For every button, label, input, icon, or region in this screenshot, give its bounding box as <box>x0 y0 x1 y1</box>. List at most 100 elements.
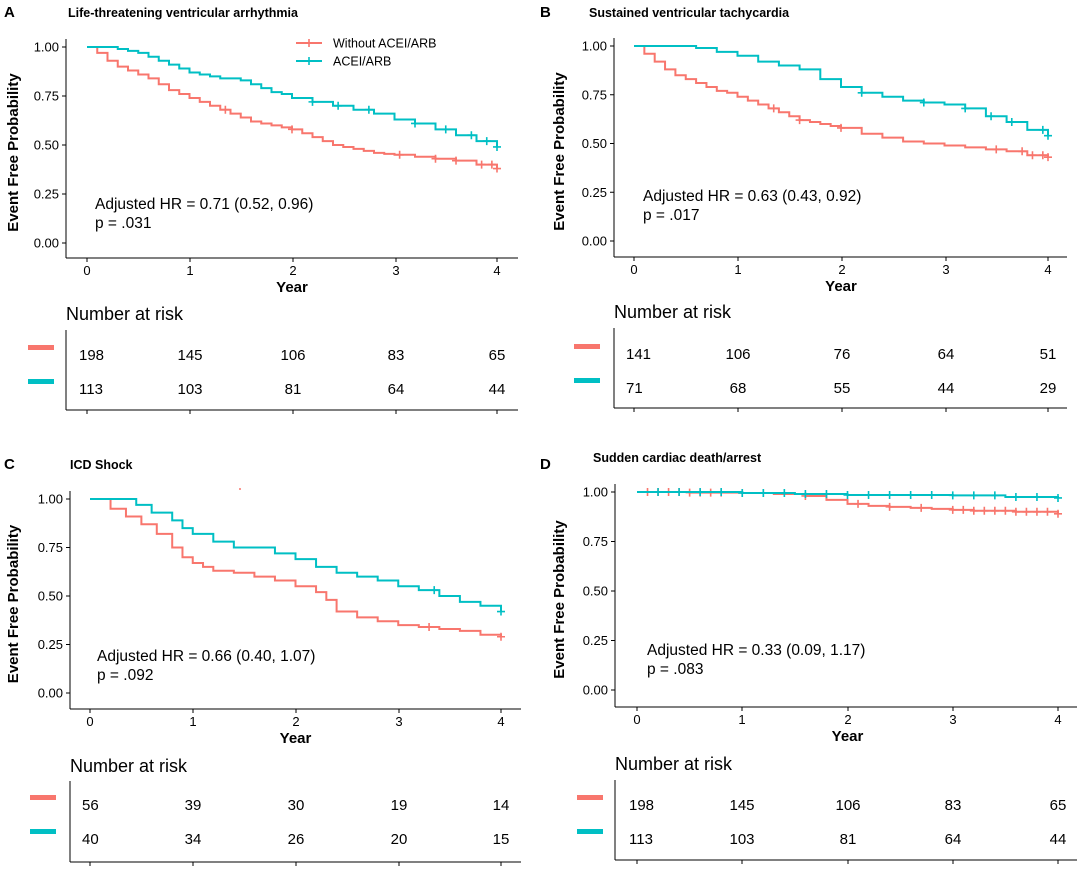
risk-count: 83 <box>945 797 962 814</box>
censor-mark <box>854 499 863 508</box>
y-tick-label: 0.50 <box>38 589 63 604</box>
risk-count: 20 <box>391 831 408 848</box>
y-tick-label: 0.00 <box>583 683 608 698</box>
censor-mark <box>980 506 989 515</box>
censor-mark <box>1022 507 1031 516</box>
risk-table-title: Number at risk <box>615 754 733 774</box>
y-tick-label: 0.50 <box>582 136 607 151</box>
hr-annotation: Adjusted HR = 0.71 (0.52, 0.96) <box>95 196 313 213</box>
y-tick-label: 1.00 <box>34 40 59 55</box>
censor-mark <box>334 101 343 110</box>
km-curve-series-0 <box>90 498 502 637</box>
censor-mark <box>395 150 404 159</box>
censor-mark <box>857 88 866 97</box>
risk-count: 64 <box>938 346 955 363</box>
x-tick-label: 4 <box>1054 712 1061 727</box>
x-tick-label: 0 <box>83 263 90 278</box>
x-tick-label: 3 <box>392 263 399 278</box>
censor-mark <box>364 105 373 114</box>
risk-table-title: Number at risk <box>614 302 732 322</box>
risk-row-swatch <box>577 795 603 800</box>
risk-count: 83 <box>388 347 405 364</box>
risk-count: 106 <box>280 347 305 364</box>
censor-mark <box>717 488 726 496</box>
censor-mark <box>452 156 460 165</box>
risk-count: 15 <box>493 831 510 848</box>
censor-mark <box>759 488 768 497</box>
hr-annotation: Adjusted HR = 0.63 (0.43, 0.92) <box>643 188 861 205</box>
censor-mark <box>969 506 978 515</box>
censor-mark <box>1007 118 1016 127</box>
p-value-annotation: p = .092 <box>97 667 153 684</box>
censor-mark <box>497 632 505 641</box>
risk-count: 40 <box>82 831 99 848</box>
risk-count: 39 <box>185 797 202 814</box>
risk-count: 56 <box>82 797 99 814</box>
x-tick-label: 0 <box>633 712 640 727</box>
censor-mark <box>487 160 496 169</box>
censor-mark <box>1011 492 1020 501</box>
y-tick-label: 0.00 <box>38 686 63 701</box>
panel-a: A Life-threatening ventricular arrhythmia… <box>4 4 518 414</box>
censor-mark <box>919 98 928 107</box>
censor-mark <box>1018 147 1027 156</box>
stray-dot <box>239 488 241 490</box>
censor-mark <box>843 490 852 499</box>
y-tick-label: 0.75 <box>583 534 608 549</box>
censor-mark <box>467 131 476 140</box>
x-axis-label: Year <box>832 728 864 745</box>
risk-row-swatch <box>28 345 54 350</box>
risk-count: 113 <box>629 831 653 848</box>
x-tick-label: 2 <box>844 712 851 727</box>
censor-mark <box>493 164 501 173</box>
censor-mark <box>959 505 968 514</box>
y-tick-label: 1.00 <box>583 485 608 500</box>
y-tick-label: 1.00 <box>38 492 63 507</box>
risk-count: 145 <box>729 797 754 814</box>
panel-title: ICD Shock <box>70 458 133 472</box>
censor-mark <box>948 505 957 514</box>
x-tick-label: 4 <box>493 263 500 278</box>
x-axis-label: Year <box>280 730 312 747</box>
risk-count: 64 <box>388 381 405 398</box>
x-tick-label: 2 <box>838 262 845 277</box>
risk-count: 76 <box>834 346 851 363</box>
panel-title: Sudden cardiac death/arrest <box>593 451 762 465</box>
risk-row-swatch <box>28 379 54 384</box>
censor-mark <box>885 490 894 499</box>
x-tick-label: 1 <box>734 262 741 277</box>
risk-count: 65 <box>489 347 506 364</box>
y-tick-label: 1.00 <box>582 39 607 54</box>
x-tick-label: 4 <box>497 714 504 729</box>
x-tick-label: 1 <box>738 712 745 727</box>
p-value-annotation: p = .017 <box>643 207 699 224</box>
risk-row-swatch <box>574 378 600 383</box>
censor-mark <box>780 488 789 497</box>
y-axis-label: Event Free Probability <box>5 73 22 232</box>
censor-mark <box>477 160 486 169</box>
censor-mark <box>795 116 804 125</box>
censor-mark <box>1032 492 1041 501</box>
risk-count: 113 <box>79 381 103 398</box>
y-tick-label: 0.75 <box>34 89 59 104</box>
censor-mark <box>308 97 317 106</box>
risk-table-title: Number at risk <box>66 304 184 324</box>
legend-swatch-mark <box>305 39 313 47</box>
risk-count: 65 <box>1050 797 1067 814</box>
x-tick-label: 1 <box>186 263 193 278</box>
risk-count: 68 <box>730 380 747 397</box>
risk-row-swatch <box>574 344 600 349</box>
censor-mark <box>822 489 831 498</box>
censor-mark <box>425 623 434 632</box>
risk-count: 14 <box>493 797 510 814</box>
km-curve-series-1 <box>87 46 498 147</box>
censor-mark <box>441 125 450 134</box>
panel-title: Sustained ventricular tachycardia <box>589 6 790 20</box>
risk-count: 198 <box>629 797 654 814</box>
censor-mark <box>1044 131 1052 140</box>
hr-annotation: Adjusted HR = 0.66 (0.40, 1.07) <box>97 648 315 665</box>
y-tick-label: 0.50 <box>34 138 59 153</box>
y-tick-label: 0.50 <box>583 584 608 599</box>
